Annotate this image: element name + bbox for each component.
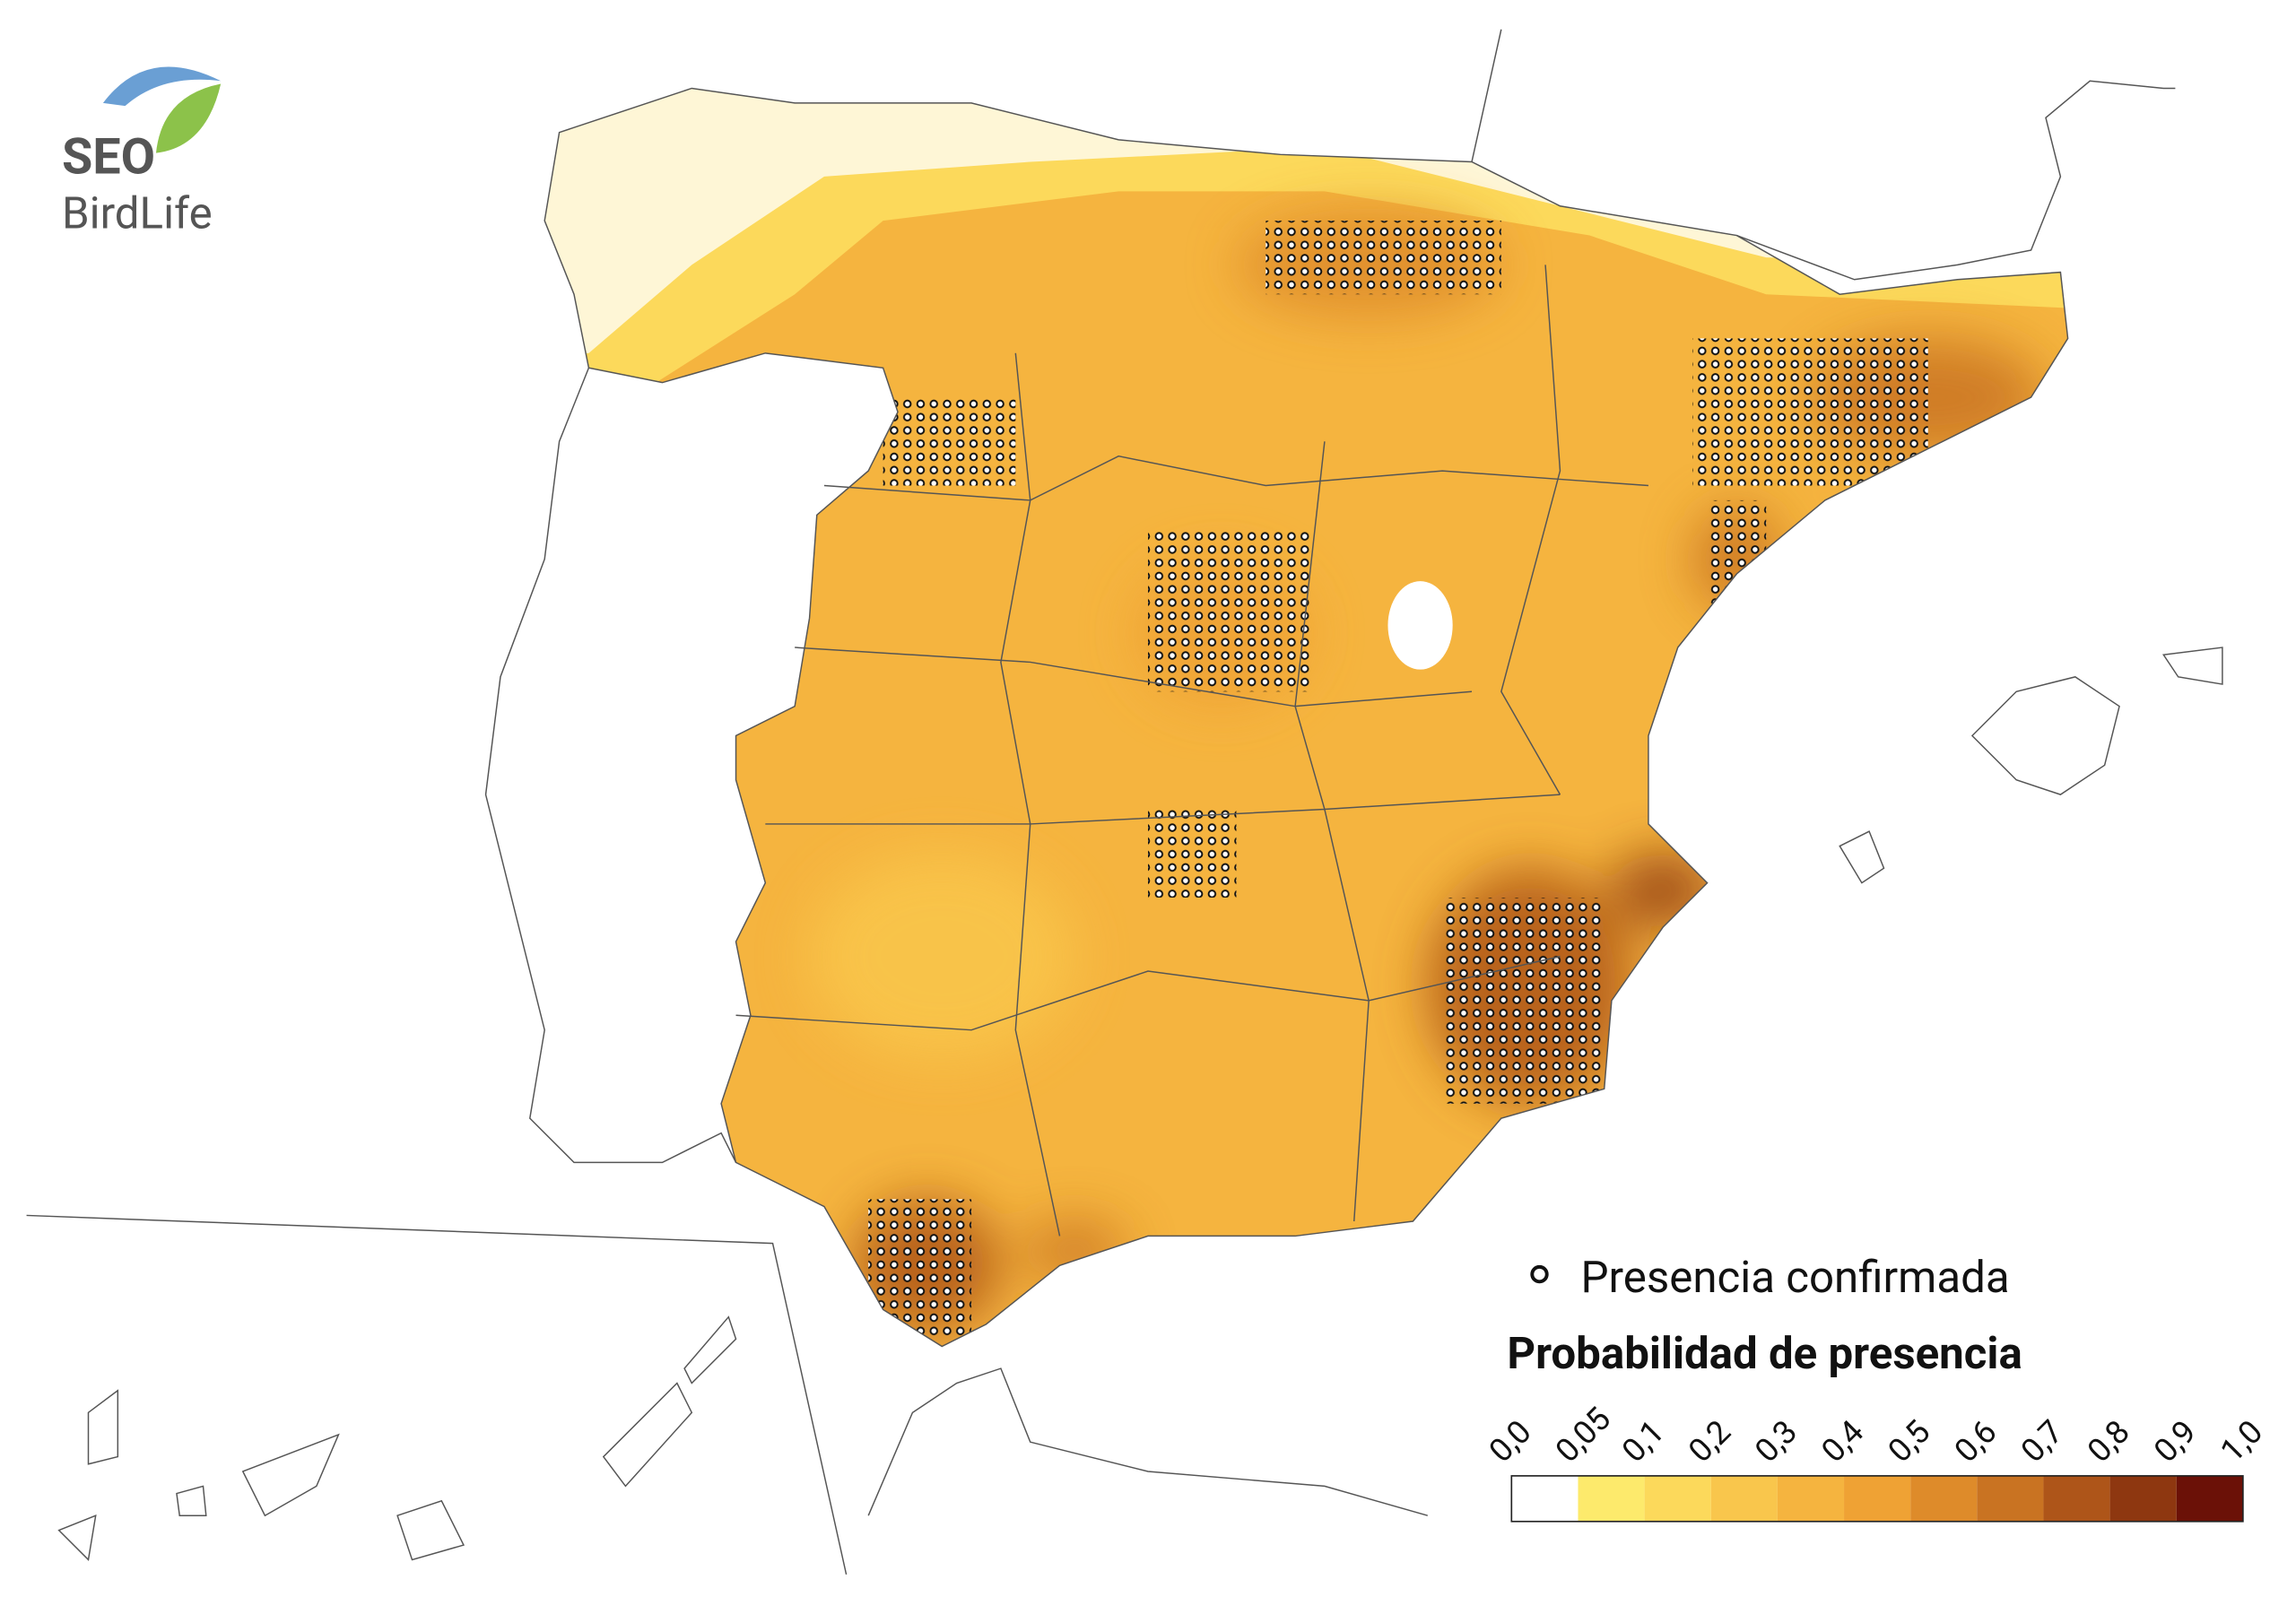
colorbar-tick-label: 0,9	[2147, 1413, 2204, 1470]
colorbar-tick-label: 0,1	[1614, 1413, 1671, 1470]
color-bin	[1710, 1475, 1778, 1522]
logo-line1: SEO	[62, 127, 155, 187]
colorbar-tick-label: 0,8	[2080, 1413, 2136, 1470]
color-bin	[1644, 1475, 1711, 1522]
color-bin	[1777, 1475, 1845, 1522]
legend: Presencia confirmada Probabilidad de pre…	[1482, 1252, 2270, 1523]
color-bin	[1578, 1475, 1645, 1522]
colorbar-tick-label: 0,05	[1548, 1400, 1618, 1470]
province-borders	[735, 265, 1648, 1237]
color-bin	[2176, 1475, 2243, 1522]
colorbar-frame	[1510, 1475, 2244, 1523]
colorbar-tick-label: 0,4	[1814, 1413, 1871, 1470]
color-bin	[1910, 1475, 1978, 1522]
legend-marker	[1530, 1264, 1549, 1284]
colorbar-tick-label: 1,0	[2213, 1413, 2270, 1470]
probability-surface	[544, 88, 2068, 1347]
logo-line2: BirdLife	[62, 187, 213, 239]
neighbour-outlines	[26, 29, 2223, 1575]
color-bin	[2109, 1475, 2177, 1522]
color-bin	[1844, 1475, 1911, 1522]
colorbar-tick-label: 0,2	[1682, 1413, 1738, 1470]
colorbar-tick-label: 0,6	[1947, 1413, 2004, 1470]
colorbar-tick-label: 0,0	[1482, 1413, 1538, 1470]
colorbar-tick-label: 0,7	[2013, 1413, 2070, 1470]
color-bin	[1511, 1475, 1578, 1522]
color-bin	[2043, 1475, 2110, 1522]
presence-dots	[868, 221, 1928, 1340]
logo: SEO BirdLife	[62, 66, 222, 239]
legend-marker-label: Presencia confirmada	[1580, 1252, 2009, 1304]
legend-title: Probabilidad de presencia	[1507, 1328, 2022, 1380]
colorbar-tick-label: 0,5	[1881, 1413, 1937, 1470]
colorbar-tick-label: 0,3	[1748, 1413, 1805, 1470]
color-bin	[1977, 1475, 2044, 1522]
